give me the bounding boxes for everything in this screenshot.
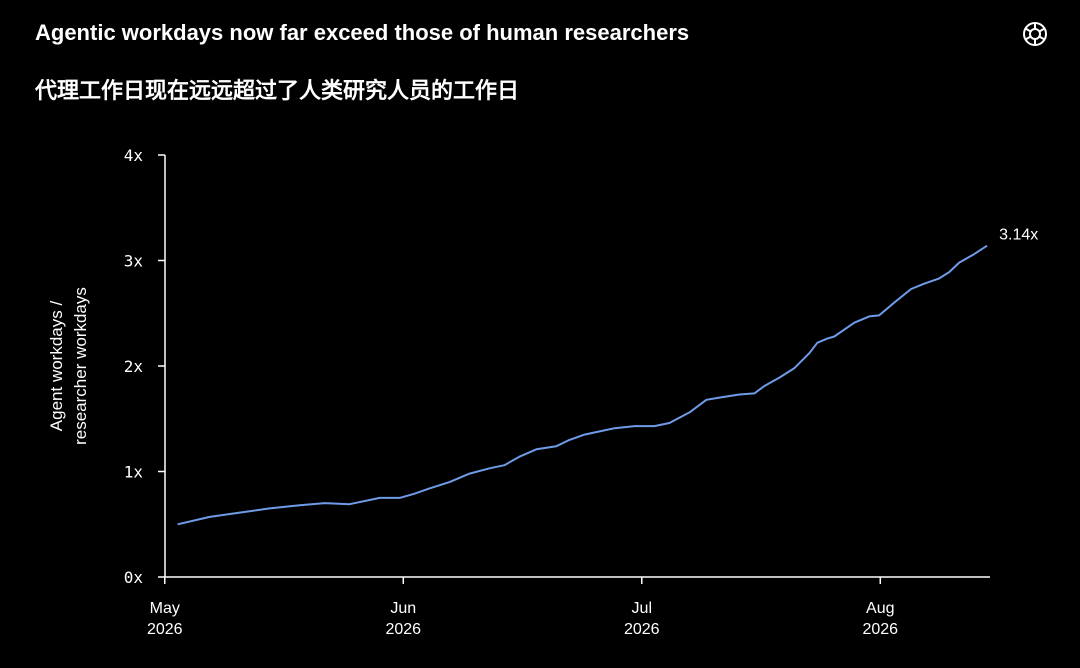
x-tick-label: May 2026 <box>146 600 183 638</box>
end-label: 3.14x <box>999 227 1038 244</box>
chart-subtitle: 代理工作日现在远远超过了人类研究人员的工作日 <box>35 78 520 103</box>
y-tick-label: 1x <box>124 463 144 482</box>
y-axis-label: Agent workdays / <box>47 301 66 432</box>
logo <box>1023 22 1047 46</box>
y-tick-label: 4x <box>124 146 144 165</box>
x-tick-label: Jun 2026 <box>385 600 422 638</box>
x-tick-label: Aug 2026 <box>862 600 899 638</box>
y-tick-label: 0x <box>124 568 144 587</box>
chart-title: Agentic workdays now far exceed those of… <box>35 20 690 45</box>
y-tick-label: 2x <box>124 357 144 376</box>
y-tick-label: 3x <box>124 252 144 271</box>
x-tick-label: Jul 2026 <box>623 600 660 638</box>
line-series <box>177 244 988 526</box>
y-axis-label: researcher workdays <box>71 287 90 445</box>
